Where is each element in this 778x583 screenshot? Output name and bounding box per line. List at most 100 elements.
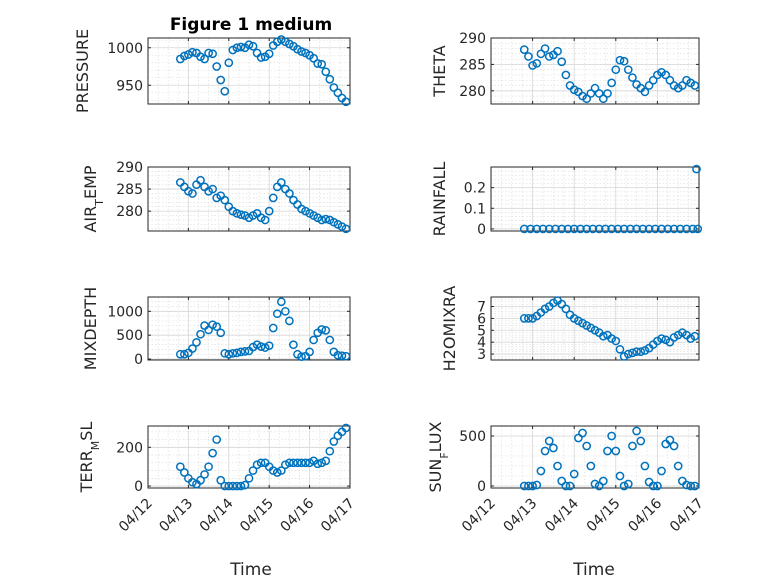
terr-msl-data-point <box>188 477 197 487</box>
rainfall-data-point <box>638 224 648 234</box>
mixdepth-data-point <box>325 335 335 345</box>
terr-msl-ytick-label: 0 <box>134 479 143 495</box>
sun-flux-data-point <box>628 441 637 451</box>
mixdepth-data-point <box>341 351 351 361</box>
theta-data-point <box>557 57 567 67</box>
h2omixra-ylabel: H2OMIXRA <box>440 286 459 372</box>
pressure-data-point <box>200 54 209 64</box>
rainfall-data-point <box>532 224 542 234</box>
sun-flux-data-point <box>594 481 604 491</box>
terr-msl-data-point <box>289 458 298 468</box>
mixdepth-data-point <box>216 328 226 338</box>
sun-flux-data-point <box>532 480 542 490</box>
rainfall-data-point <box>582 224 592 234</box>
terr-msl-ytick-label: 200 <box>116 440 143 456</box>
rainfall-data-point <box>669 224 679 234</box>
mixdepth-data-point <box>212 322 222 331</box>
h2omixra-ytick-label: 7 <box>477 300 486 316</box>
terr-msl-data-point <box>281 460 290 470</box>
terr-msl-data-point <box>200 470 209 479</box>
air-temp-data-point <box>188 189 197 198</box>
rainfall-data-point <box>588 224 598 234</box>
pressure-data-point <box>180 51 189 61</box>
mixdepth-data-point <box>321 326 331 335</box>
sun-flux-data-point <box>653 481 662 491</box>
air-temp-data-point <box>208 184 217 194</box>
terr-msl-data-point <box>244 473 254 483</box>
rainfall-axes-frame <box>490 166 700 232</box>
mixdepth-data-point <box>268 323 278 333</box>
mixdepth-data-point <box>333 350 343 360</box>
sun-flux-data-point <box>561 481 571 491</box>
rainfall-data-point <box>594 224 604 234</box>
terr-msl-data-point <box>329 437 339 446</box>
pressure-data-point <box>329 83 339 92</box>
terr-msl-data-point <box>248 466 258 475</box>
sun-flux-ytick-label: 500 <box>459 429 486 445</box>
terr-msl-data-point <box>204 462 213 472</box>
rainfall-data-point <box>576 224 585 234</box>
air-temp-data-point <box>276 178 286 187</box>
theta-data-point <box>528 61 537 70</box>
theta-ytick-label: 285 <box>459 57 486 73</box>
rainfall-data-point <box>551 224 560 234</box>
theta-data-point <box>582 94 592 104</box>
h2omixra-ytick-label: 4 <box>477 335 486 351</box>
theta-data-point <box>603 89 612 98</box>
subplot-theta: 280 285 290 THETA <box>430 31 700 105</box>
sun-flux-data-point <box>524 481 533 491</box>
sun-flux-data-point <box>582 441 592 451</box>
mixdepth-data-point <box>236 347 246 357</box>
theta-data-point <box>561 70 571 80</box>
sun-flux-data-point <box>578 428 587 438</box>
theta-data-point <box>607 78 616 88</box>
mixdepth-axes-frame <box>147 296 351 361</box>
theta-data-point <box>519 45 529 54</box>
mixdepth-data-point <box>196 329 205 339</box>
theta-data-point <box>690 81 700 90</box>
mixdepth-ytick-label: 500 <box>116 328 143 344</box>
theta-data-point <box>540 44 550 53</box>
sun-flux-data-point <box>673 461 683 471</box>
mixdepth-data-point <box>289 340 298 350</box>
air-temp-ytick-label: 280 <box>116 204 143 220</box>
x-axis-label-left: Time <box>229 560 272 580</box>
mixdepth-data-point <box>260 343 270 352</box>
theta-data-point <box>628 73 637 82</box>
pressure-data-point <box>204 48 213 58</box>
pressure-data-point <box>232 43 242 53</box>
mixdepth-data-point <box>309 335 318 345</box>
rainfall-data-point <box>688 224 698 234</box>
terr-msl-data-point <box>293 458 302 468</box>
pressure-ylabel: PRESSURE <box>73 29 92 113</box>
terr-msl-data-point <box>317 458 327 468</box>
mixdepth-data-point <box>252 340 262 350</box>
terr-msl-axes-frame <box>147 425 351 489</box>
mixdepth-data-point <box>220 348 230 358</box>
pressure-data-point <box>256 53 266 62</box>
mixdepth-ytick-label: 0 <box>134 352 143 368</box>
air-temp-data-point <box>220 195 230 205</box>
rainfall-ytick-label: 0 <box>477 222 486 238</box>
air-temp-data-point <box>321 214 331 224</box>
theta-data-point <box>598 94 608 104</box>
air-temp-data-point <box>341 224 351 234</box>
pressure-data-point <box>297 47 306 56</box>
rainfall-ytick-label: 0.2 <box>464 181 486 197</box>
terr-msl-data-point <box>325 446 335 456</box>
rainfall-data-point <box>682 224 691 234</box>
rainfall-data-point <box>644 224 654 234</box>
air-temp-data-point <box>236 210 246 220</box>
h2omixra-data-point <box>561 304 571 314</box>
terr-msl-data-point <box>236 481 246 491</box>
theta-data-point <box>644 81 654 90</box>
sun-flux-data-point <box>665 435 675 445</box>
terr-msl-data-point <box>297 458 306 468</box>
pressure-data-point <box>264 49 274 59</box>
mixdepth-data-point <box>224 349 234 359</box>
terr-msl-data-point <box>228 481 238 491</box>
pressure-data-point <box>333 88 343 98</box>
air-temp-ytick-label: 290 <box>116 160 143 176</box>
sun-flux-data-point <box>690 481 700 491</box>
